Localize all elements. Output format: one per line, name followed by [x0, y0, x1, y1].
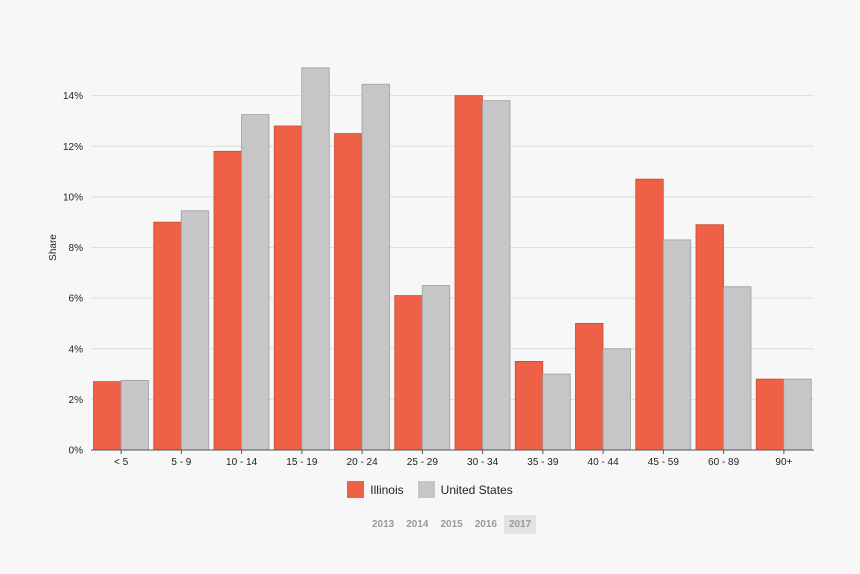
y-tick-label-8: 8%	[69, 243, 84, 254]
legend-label-illinois: Illinois	[370, 482, 404, 497]
year-button-2014[interactable]: 2014	[406, 519, 429, 530]
bar-chart: 0% 2% 4% 6% 8% 10% 12% 14% Share < 5 5 - 9 10 - 14 1…	[48, 67, 814, 468]
legend-item-illinois[interactable]: Illinois	[347, 481, 404, 498]
bar-united-states-3	[301, 67, 330, 451]
year-button-2016[interactable]: 2016	[474, 519, 497, 530]
bar-united-states-8	[602, 348, 631, 451]
bar-united-states-11	[783, 378, 812, 451]
y-axis-title: Share	[48, 234, 59, 261]
x-tick-label-3: 15 - 19	[286, 457, 318, 468]
bar-united-states-4	[361, 83, 390, 451]
x-tick-label-9: 45 - 59	[648, 457, 680, 468]
y-tick-label-2: 2%	[69, 395, 84, 406]
x-tick-label-11: 90+	[775, 457, 792, 468]
bar-illinois-4	[334, 133, 363, 451]
bar-illinois-3	[273, 125, 303, 451]
x-tick-label-4: 20 - 24	[347, 457, 379, 468]
bar-illinois-0	[93, 381, 122, 451]
bar-united-states-5	[421, 285, 451, 451]
x-tick-label-0: < 5	[114, 457, 129, 468]
y-tick-label-4: 4%	[69, 344, 84, 355]
x-tick-label-7: 35 - 39	[527, 457, 559, 468]
x-tick-label-8: 40 - 44	[588, 457, 620, 468]
bar-illinois-7	[514, 361, 544, 451]
year-button-2013[interactable]: 2013	[372, 519, 395, 530]
legend: Illinois United States	[0, 481, 860, 498]
x-tick-label-10: 60 - 89	[708, 457, 740, 468]
bar-illinois-5	[394, 295, 423, 451]
bar-illinois-9	[635, 178, 664, 451]
year-button-2017[interactable]: 2017	[504, 515, 537, 534]
y-tick-label-10: 10%	[63, 192, 83, 203]
bar-united-states-1	[180, 210, 210, 451]
bar-illinois-11	[755, 378, 785, 451]
bar-united-states-7	[542, 373, 571, 451]
bar-illinois-6	[454, 95, 483, 451]
legend-label-united-states: United States	[440, 482, 513, 497]
y-tick-label-14: 14%	[63, 91, 83, 102]
bar-illinois-2	[213, 150, 242, 451]
bar-illinois-8	[575, 323, 604, 451]
x-tick-label-2: 10 - 14	[226, 457, 258, 468]
bar-united-states-6	[482, 100, 511, 451]
bar-united-states-2	[241, 114, 270, 451]
year-button-2015[interactable]: 2015	[440, 519, 463, 530]
legend-item-united-states[interactable]: United States	[417, 481, 513, 498]
y-tick-label-0: 0%	[69, 446, 84, 457]
bar-united-states-9	[662, 239, 692, 451]
year-selector: 2013 2014 2015 2016 2017	[367, 515, 538, 534]
y-tick-label-6: 6%	[69, 294, 84, 305]
bar-illinois-1	[153, 221, 182, 451]
bar-united-states-0	[120, 379, 149, 451]
x-tick-label-5: 25 - 29	[407, 457, 439, 468]
x-tick-label-6: 30 - 34	[467, 457, 499, 468]
legend-swatch-united-states	[417, 481, 435, 498]
x-tick-label-1: 5 - 9	[171, 457, 191, 468]
y-tick-label-12: 12%	[63, 142, 83, 153]
legend-swatch-illinois	[347, 481, 365, 498]
bar-united-states-10	[723, 286, 752, 451]
bar-illinois-10	[695, 224, 724, 451]
